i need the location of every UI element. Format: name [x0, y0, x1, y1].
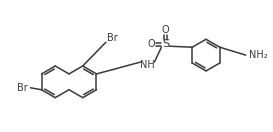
Text: NH₂: NH₂ — [249, 50, 267, 60]
Text: NH: NH — [140, 60, 155, 70]
Text: O: O — [162, 25, 169, 35]
Text: Br: Br — [17, 83, 28, 93]
Text: O: O — [148, 39, 155, 49]
Text: S: S — [162, 39, 169, 49]
Text: Br: Br — [107, 33, 118, 43]
